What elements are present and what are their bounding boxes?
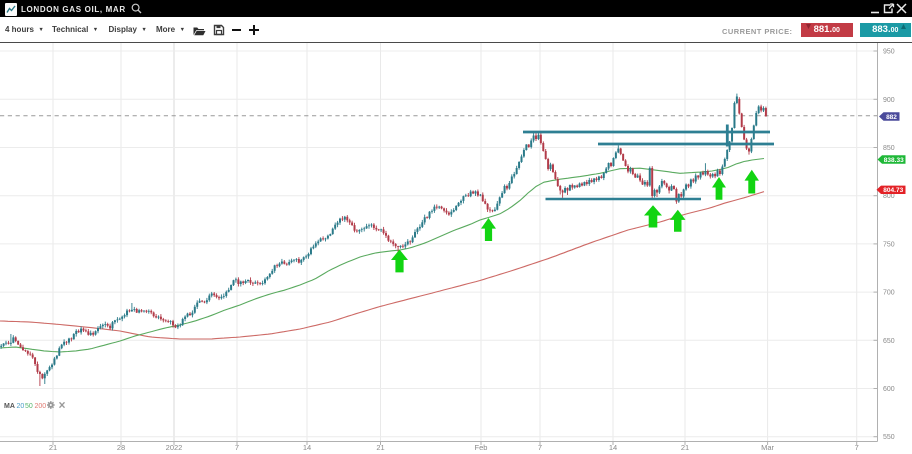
- svg-text:750: 750: [883, 241, 895, 248]
- svg-text:950: 950: [883, 49, 895, 56]
- svg-text:20: 20: [17, 403, 25, 410]
- svg-text:800: 800: [883, 193, 895, 200]
- svg-text:21: 21: [376, 443, 384, 452]
- svg-text:550: 550: [883, 434, 895, 441]
- svg-text:200: 200: [35, 403, 47, 410]
- svg-text:850: 850: [883, 145, 895, 152]
- svg-text:7: 7: [855, 443, 859, 452]
- svg-text:804.73: 804.73: [883, 187, 903, 194]
- svg-text:7: 7: [235, 443, 239, 452]
- svg-text:50: 50: [25, 403, 33, 410]
- svg-text:14: 14: [609, 443, 617, 452]
- svg-text:600: 600: [883, 386, 895, 393]
- svg-text:838.33: 838.33: [884, 157, 904, 164]
- svg-text:650: 650: [883, 338, 895, 345]
- svg-text:7: 7: [538, 443, 542, 452]
- svg-text:MA: MA: [4, 403, 15, 410]
- svg-text:21: 21: [681, 443, 689, 452]
- svg-text:700: 700: [883, 290, 895, 297]
- svg-text:21: 21: [49, 443, 57, 452]
- svg-text:Feb: Feb: [475, 443, 488, 452]
- svg-text:882: 882: [886, 114, 897, 121]
- svg-text:2022: 2022: [166, 443, 183, 452]
- svg-text:14: 14: [303, 443, 311, 452]
- svg-text:Mar: Mar: [761, 443, 774, 452]
- svg-text:900: 900: [883, 97, 895, 104]
- svg-text:28: 28: [117, 443, 125, 452]
